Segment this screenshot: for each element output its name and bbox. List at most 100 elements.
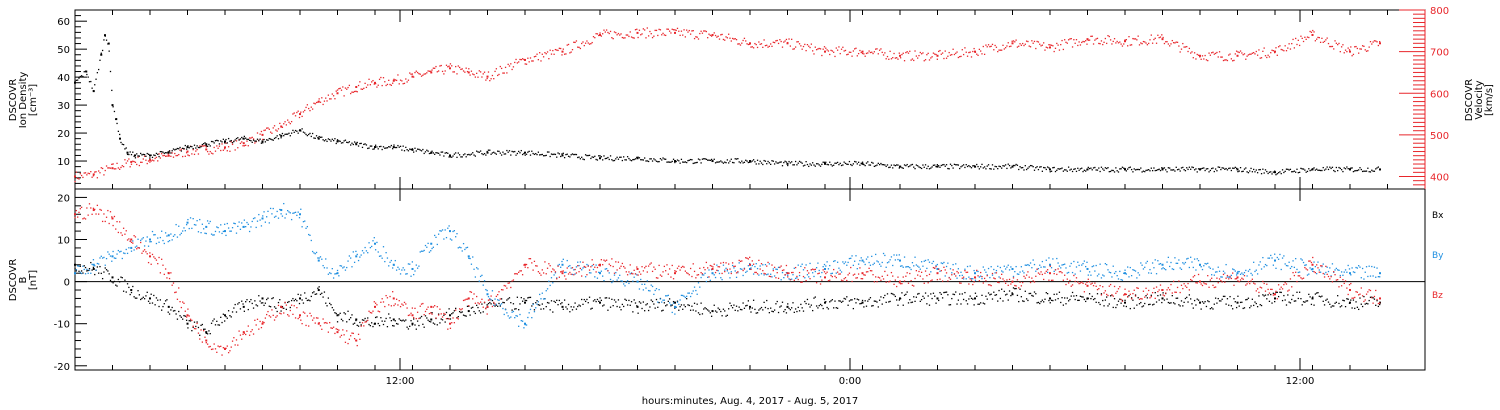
by-sample (544, 298, 546, 300)
bz-sample (758, 259, 760, 262)
by-sample (310, 239, 312, 242)
density-sample (1150, 167, 1152, 169)
density-sample (654, 159, 656, 161)
density-sample (574, 153, 576, 156)
bz-point (149, 255, 151, 258)
by-point (149, 238, 151, 241)
velocity-sample (1254, 53, 1256, 55)
bx-sample (707, 309, 709, 311)
by-sample (498, 299, 500, 302)
velocity-sample (335, 90, 337, 92)
by-sample (668, 302, 671, 304)
density-sample (280, 137, 282, 139)
by-sample (1145, 262, 1147, 264)
bx-sample (112, 282, 114, 284)
velocity-sample (1204, 54, 1206, 57)
by-sample (582, 267, 584, 269)
by-sample (1247, 270, 1250, 272)
density-sample (998, 165, 1000, 167)
density-sample (478, 151, 480, 153)
density-sample (688, 159, 690, 161)
bz-sample (710, 265, 713, 267)
velocity-sample (1125, 38, 1128, 41)
velocity-sample (424, 73, 427, 75)
by-sample (1003, 265, 1005, 267)
velocity-sample (638, 29, 641, 31)
bz-sample (96, 204, 99, 207)
bx-point (824, 301, 826, 304)
bz-sample (243, 332, 246, 334)
velocity-sample (573, 41, 575, 43)
bx-sample (119, 281, 121, 283)
density-sample (1025, 168, 1028, 171)
density-sample (649, 158, 651, 160)
by-sample (999, 266, 1002, 269)
by-sample (528, 312, 530, 314)
velocity-sample (621, 36, 624, 39)
velocity-sample (751, 46, 753, 48)
bz-sample (125, 230, 127, 232)
bx-sample (1172, 302, 1175, 304)
density-sample (901, 166, 903, 169)
velocity-sample (1008, 45, 1011, 48)
density-sample (298, 130, 301, 132)
bz-sample (500, 289, 503, 291)
bx-sample (107, 270, 109, 272)
by-sample (1162, 267, 1164, 269)
bx-sample (204, 328, 206, 330)
by-point (111, 255, 114, 258)
bz-sample (395, 298, 398, 300)
by-sample (1250, 272, 1252, 275)
by-sample (918, 266, 920, 268)
bx-sample (527, 297, 529, 299)
by-sample (430, 250, 432, 252)
density-sample (1316, 168, 1318, 170)
bx-sample (1054, 299, 1057, 301)
bz-sample (124, 233, 126, 235)
bx-sample (899, 297, 902, 300)
by-sample (1291, 265, 1293, 268)
by-sample (155, 242, 158, 245)
by-sample (161, 230, 163, 232)
by-sample (936, 263, 939, 266)
by-sample (124, 252, 126, 255)
density-sample (705, 158, 708, 161)
bz-sample (344, 341, 347, 343)
by-sample (972, 278, 974, 280)
bz-sample (403, 301, 406, 304)
bx-sample (348, 318, 351, 321)
bz-sample (204, 336, 206, 338)
by-sample (355, 250, 357, 253)
density-sample (707, 159, 709, 161)
velocity-sample (449, 63, 452, 65)
density-sample (384, 147, 386, 149)
by-sample (885, 266, 887, 268)
bx-sample (632, 311, 634, 313)
density-sample (867, 161, 869, 163)
velocity-sample (180, 148, 183, 150)
by-sample (145, 240, 147, 242)
density-sample (923, 166, 925, 168)
velocity-sample (1228, 54, 1230, 56)
velocity-sample (214, 150, 217, 152)
by-sample (609, 278, 612, 281)
by-sample (1276, 256, 1278, 259)
velocity-sample (560, 47, 562, 50)
velocity-sample (267, 127, 269, 129)
by-sample (595, 264, 597, 266)
bx-sample (1214, 297, 1217, 299)
by-sample (1087, 274, 1089, 276)
velocity-sample (1346, 50, 1348, 53)
density-sample (985, 168, 987, 170)
density-sample (519, 152, 521, 154)
bx-sample (338, 314, 340, 316)
bx-point (261, 297, 264, 300)
bx-sample (835, 307, 837, 309)
velocity-sample (1375, 40, 1377, 42)
velocity-sample (1267, 54, 1269, 56)
density-sample (638, 157, 641, 159)
by-sample (170, 233, 172, 235)
by-sample (1246, 275, 1248, 277)
density-sample (940, 164, 942, 167)
density-sample (676, 159, 679, 161)
